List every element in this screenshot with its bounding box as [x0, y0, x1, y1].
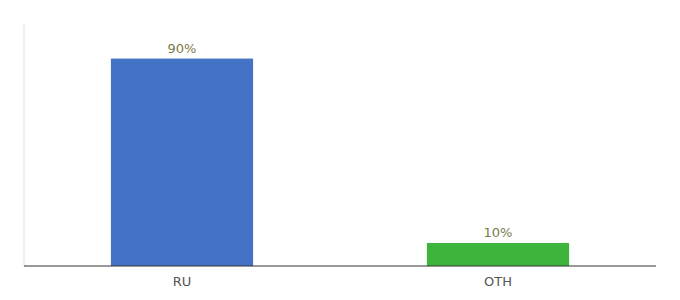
x-tick-label: RU — [173, 274, 192, 289]
bar — [111, 59, 253, 266]
chart: 90% RU 10% OTH — [0, 0, 680, 300]
x-axis-line — [24, 266, 656, 267]
bars — [111, 59, 569, 266]
data-label: 90% — [168, 41, 197, 56]
bar — [427, 243, 569, 266]
y-axis-line — [24, 24, 25, 266]
x-tick-label: OTH — [484, 274, 512, 289]
data-label: 10% — [484, 225, 513, 240]
chart-container: 90% RU 10% OTH — [0, 0, 680, 300]
